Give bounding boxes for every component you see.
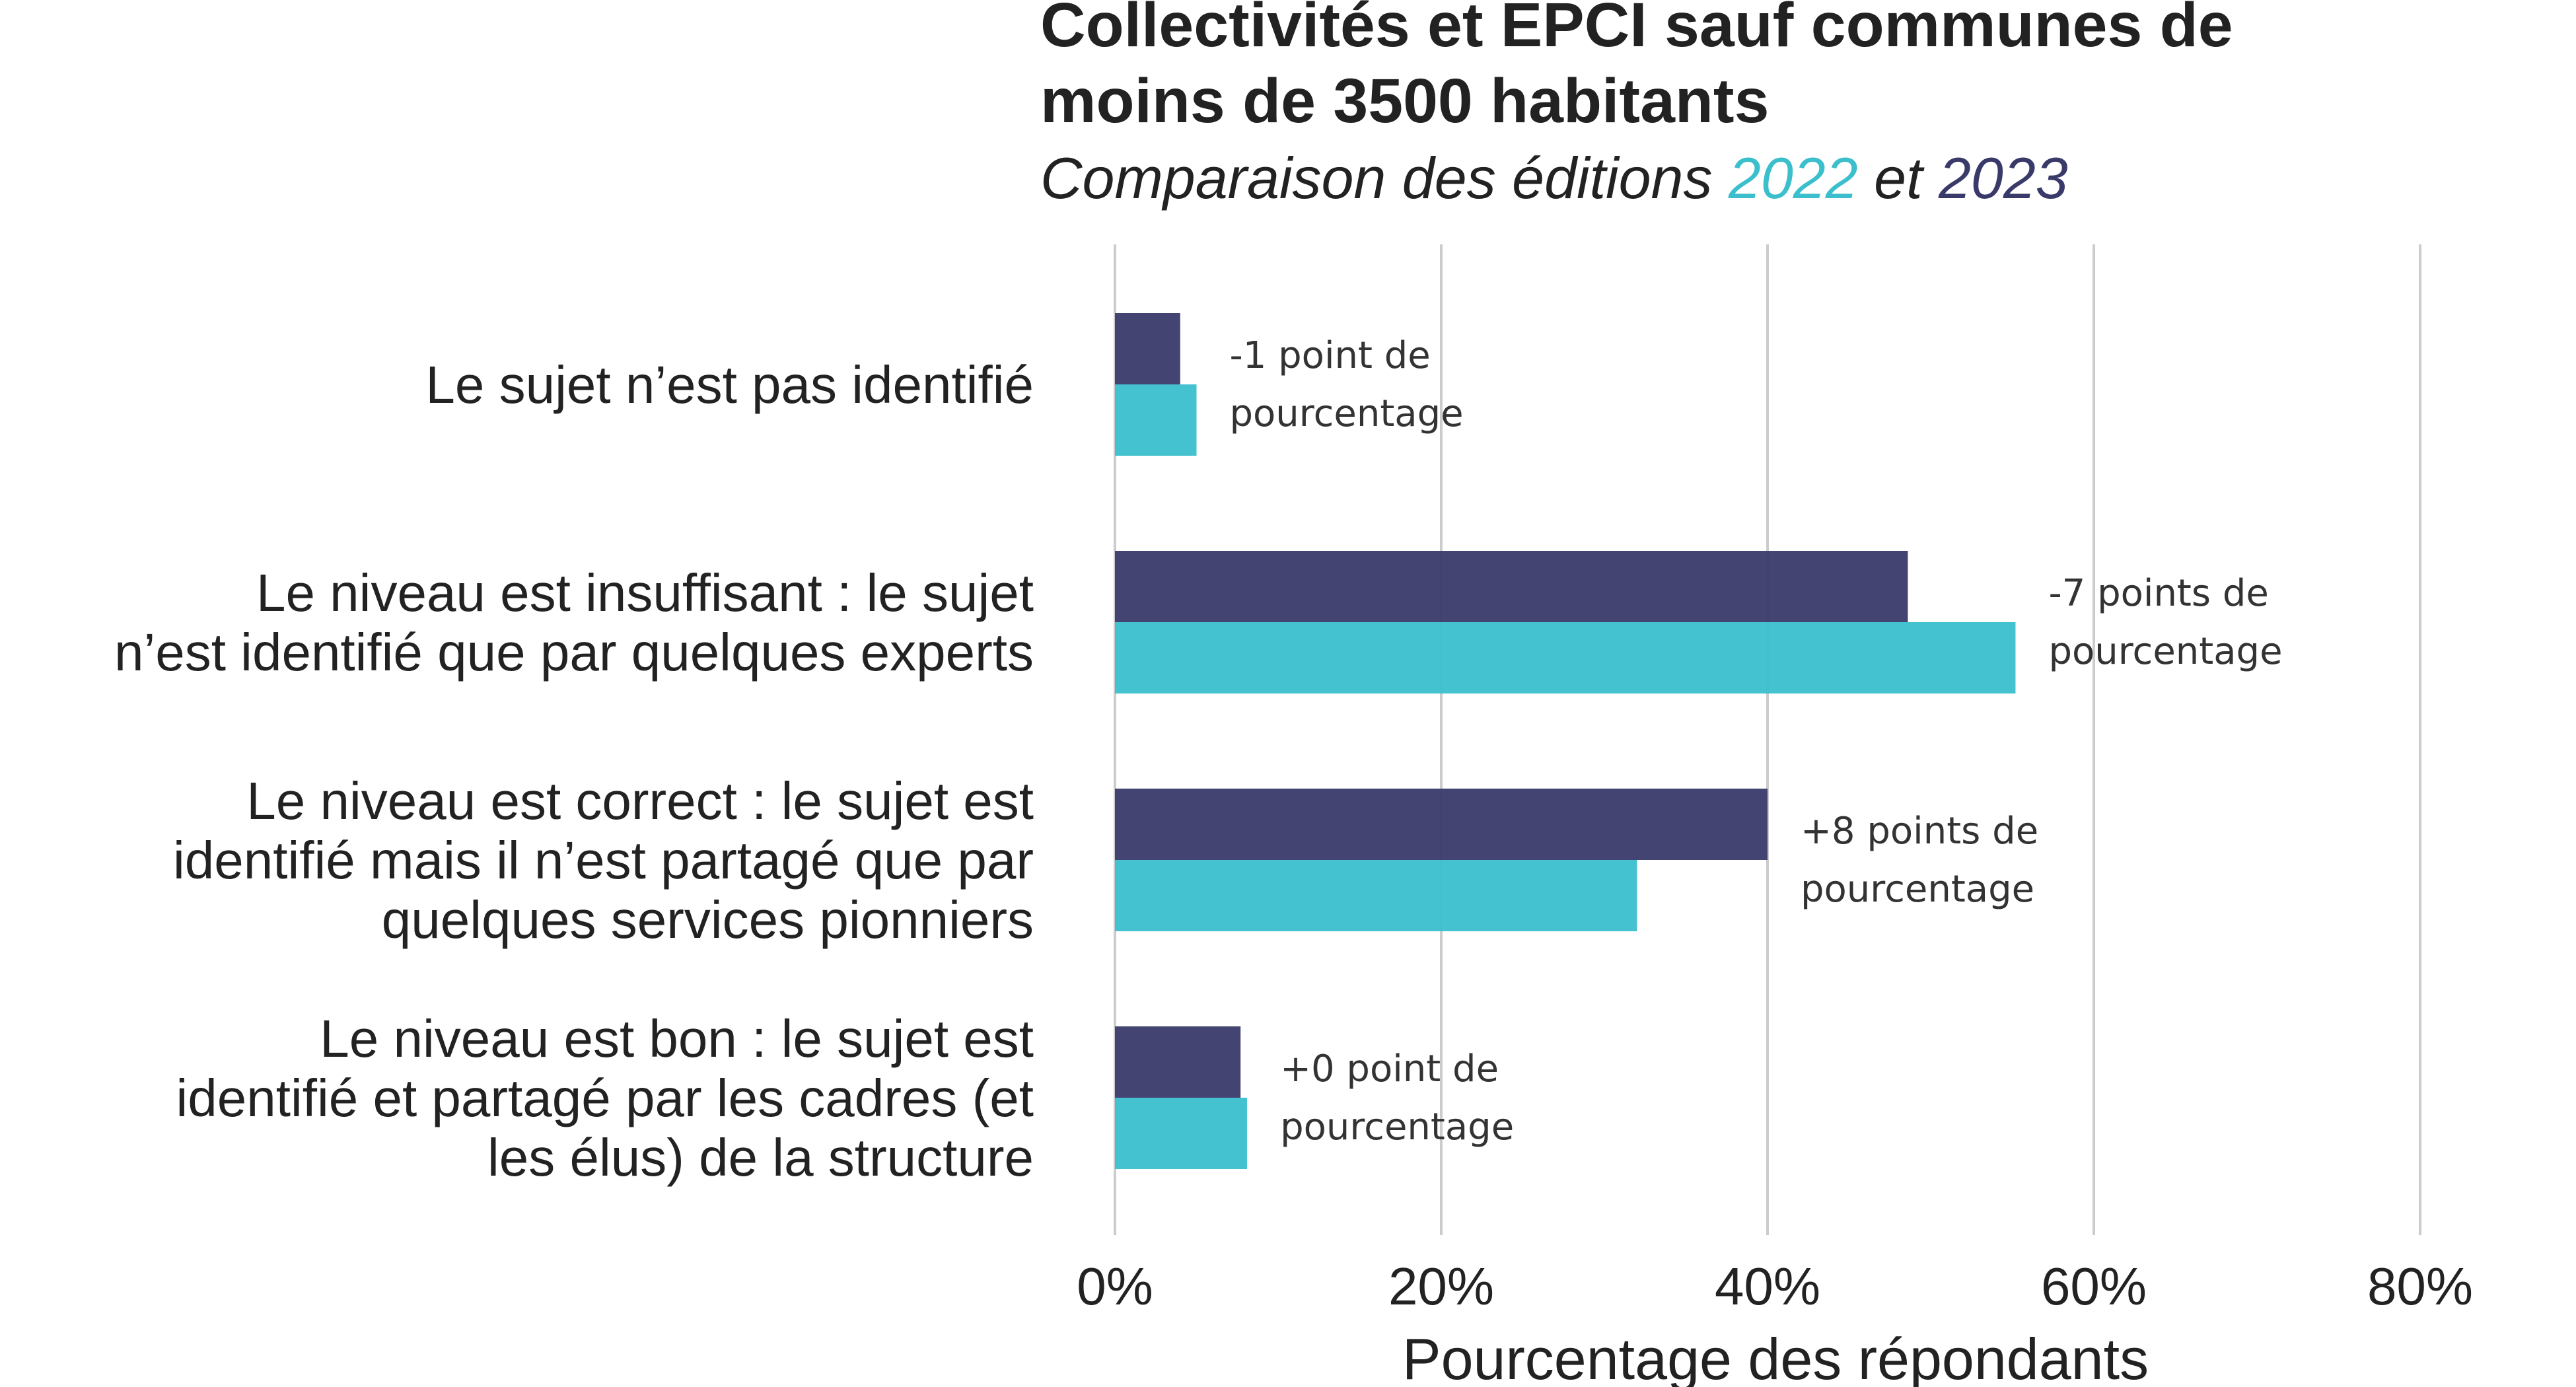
x-tick-label: 40% [1715,1257,1820,1316]
difference-annotation: +8 points de pourcentage [1801,810,2038,911]
x-tick-label: 20% [1388,1257,1494,1316]
subtitle-year-2023: 2023 [1938,145,2068,211]
subtitle-middle: et [1858,145,1939,211]
x-axis-title: Pourcentage des répondants [1402,1326,2149,1387]
category-label: Le niveau est correct : le sujet est iden… [173,771,1034,949]
x-tick-labels: 0% 20% 40% 60% 80% [1077,1257,2473,1316]
annotations: -1 point de pourcentage -7 points de pource… [1230,334,2283,1149]
subtitle-year-2022: 2022 [1728,145,1858,211]
bar-2022 [1115,622,2016,694]
chart-title-line-1: Collectivités et EPCI sauf communes de [1040,0,2233,60]
category-labels: Le sujet n’est pas identifié Le niveau es… [114,355,1034,1187]
chart-title: Collectivités et EPCI sauf communes de m… [1040,0,2233,136]
bar-2023 [1115,313,1180,384]
subtitle-prefix: Comparaison des éditions [1040,145,1729,211]
difference-annotation: +0 point de pourcentage [1280,1048,1514,1149]
category-label: Le niveau est insuffisant : le sujet n’es… [114,563,1034,682]
category-label: Le sujet n’est pas identifié [425,355,1034,414]
bar-2023 [1115,1026,1241,1098]
bar-2022 [1115,860,1637,931]
x-tick-label: 60% [2041,1257,2147,1316]
difference-annotation: -1 point de pourcentage [1230,334,1464,435]
x-tick-label: 80% [2367,1257,2473,1316]
bar-2022 [1115,384,1197,456]
bar-2022 [1115,1098,1248,1169]
bars [1115,313,2016,1169]
difference-annotation: -7 points de pourcentage [2048,572,2282,673]
bar-2023 [1115,551,1908,622]
chart-subtitle: Comparaison des éditions 2022 et 2023 [1040,145,2068,211]
category-label: Le niveau est bon : le sujet est identifi… [176,1009,1034,1187]
x-tick-label: 0% [1077,1257,1153,1316]
chart-title-line-2: moins de 3500 habitants [1040,66,1769,136]
bar-2023 [1115,789,1768,860]
